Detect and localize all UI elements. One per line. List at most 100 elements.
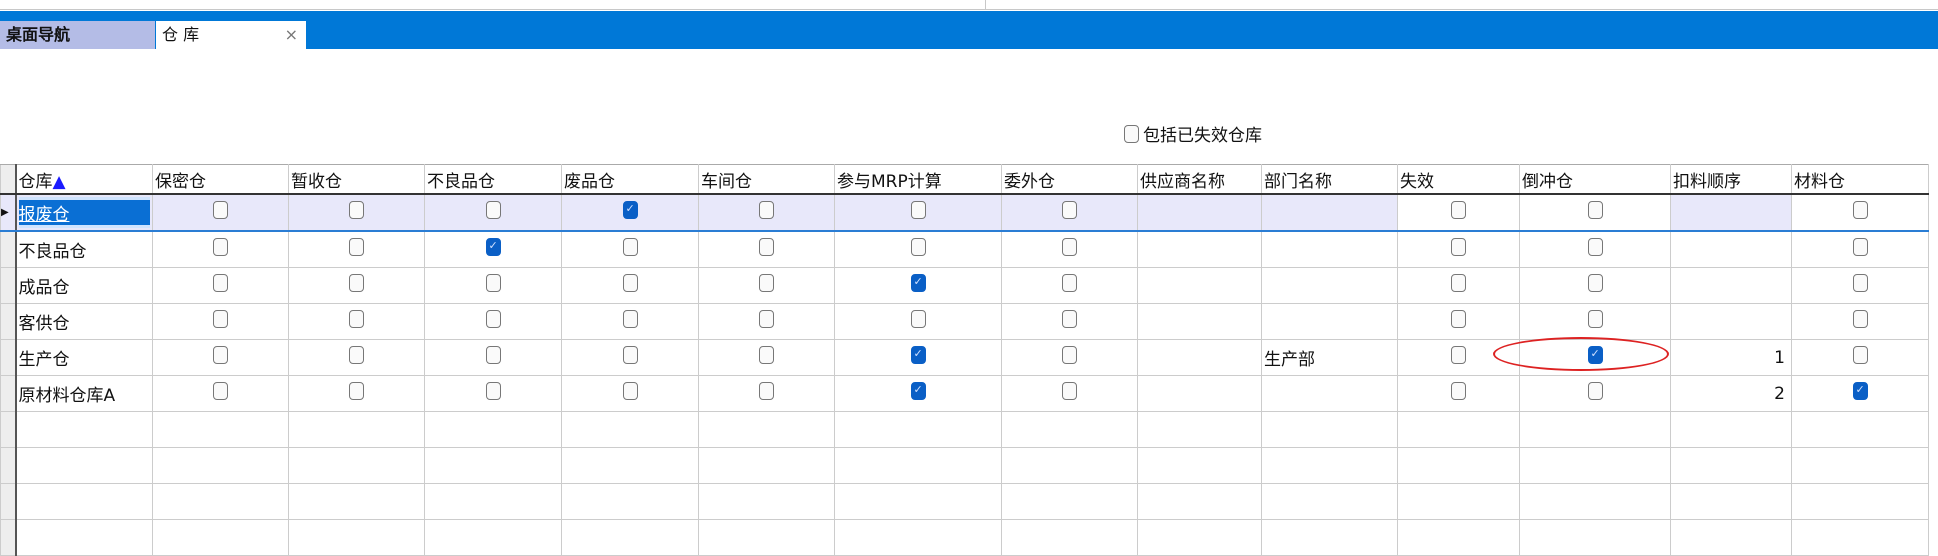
empty-cell[interactable] — [1670, 483, 1792, 520]
checkbox-cell[interactable] — [1519, 230, 1671, 268]
checkbox-cell[interactable] — [152, 193, 289, 232]
deduct-order-cell[interactable] — [1670, 267, 1792, 304]
checkbox[interactable] — [485, 346, 501, 364]
checkbox[interactable] — [759, 238, 774, 256]
checkbox-cell[interactable] — [561, 267, 699, 304]
row-indicator[interactable] — [0, 519, 17, 556]
empty-cell[interactable] — [424, 483, 562, 520]
checkbox-cell[interactable] — [1397, 375, 1520, 412]
checkbox-cell[interactable] — [561, 375, 699, 412]
empty-cell[interactable] — [424, 519, 562, 556]
empty-cell[interactable] — [698, 483, 835, 520]
empty-cell[interactable] — [15, 447, 153, 484]
checkbox-cell[interactable] — [288, 339, 425, 376]
checkbox[interactable] — [349, 201, 364, 219]
checkbox-cell[interactable] — [834, 339, 1002, 376]
checkbox[interactable] — [1062, 382, 1077, 400]
empty-cell[interactable] — [698, 411, 835, 448]
empty-row[interactable] — [0, 411, 1929, 448]
checkbox[interactable] — [1062, 346, 1077, 364]
checkbox[interactable] — [622, 274, 638, 292]
empty-cell[interactable] — [424, 411, 562, 448]
empty-cell[interactable] — [288, 447, 425, 484]
empty-cell[interactable] — [1519, 519, 1671, 556]
checkbox-cell[interactable] — [1397, 303, 1520, 340]
column-header[interactable]: 委外仓 — [1001, 164, 1138, 195]
deduct-order-cell[interactable] — [1670, 193, 1792, 232]
checkbox-cell[interactable] — [152, 339, 289, 376]
row-indicator[interactable] — [0, 483, 17, 520]
checkbox[interactable] — [622, 201, 638, 219]
checkbox-cell[interactable] — [1519, 303, 1671, 340]
table-row[interactable]: 客供仓 — [0, 303, 1929, 340]
checkbox[interactable] — [349, 346, 364, 364]
checkbox[interactable] — [1587, 274, 1603, 292]
checkbox-cell[interactable] — [1397, 339, 1520, 376]
checkbox[interactable] — [910, 274, 926, 292]
checkbox-cell[interactable] — [424, 267, 562, 304]
row-indicator[interactable] — [0, 267, 17, 304]
row-indicator[interactable] — [0, 339, 17, 376]
checkbox-cell[interactable] — [834, 230, 1002, 268]
department-name-cell[interactable]: 生产部 — [1261, 339, 1398, 376]
checkbox-cell[interactable] — [1791, 267, 1929, 304]
empty-cell[interactable] — [561, 447, 699, 484]
checkbox-cell[interactable] — [424, 193, 562, 232]
column-header[interactable]: 保密仓 — [152, 164, 289, 195]
empty-cell[interactable] — [1261, 519, 1398, 556]
empty-row[interactable] — [0, 483, 1929, 520]
checkbox[interactable] — [1062, 201, 1077, 219]
checkbox-cell[interactable] — [152, 267, 289, 304]
checkbox-cell[interactable] — [288, 267, 425, 304]
checkbox[interactable] — [1451, 310, 1466, 328]
empty-cell[interactable] — [288, 519, 425, 556]
empty-cell[interactable] — [1001, 447, 1138, 484]
checkbox-cell[interactable] — [698, 339, 835, 376]
department-name-cell[interactable] — [1261, 230, 1398, 268]
checkbox-cell[interactable] — [288, 303, 425, 340]
column-header[interactable]: 部门名称 — [1261, 164, 1398, 195]
empty-cell[interactable] — [1670, 519, 1792, 556]
checkbox[interactable] — [485, 382, 501, 400]
checkbox[interactable] — [213, 238, 228, 256]
checkbox-cell[interactable] — [1001, 375, 1138, 412]
column-header[interactable]: 仓库▲ — [15, 164, 153, 195]
empty-cell[interactable] — [1670, 411, 1792, 448]
checkbox[interactable] — [1451, 382, 1466, 400]
checkbox[interactable] — [213, 346, 228, 364]
warehouse-name-cell[interactable]: 不良品仓 — [15, 230, 153, 268]
checkbox[interactable] — [759, 201, 774, 219]
empty-cell[interactable] — [152, 483, 289, 520]
empty-cell[interactable] — [561, 411, 699, 448]
checkbox-cell[interactable] — [288, 375, 425, 412]
checkbox[interactable] — [759, 382, 774, 400]
empty-cell[interactable] — [1001, 519, 1138, 556]
warehouse-name-cell[interactable]: 客供仓 — [15, 303, 153, 340]
empty-cell[interactable] — [1519, 483, 1671, 520]
empty-cell[interactable] — [1137, 411, 1262, 448]
row-indicator[interactable] — [0, 375, 17, 412]
checkbox[interactable] — [1587, 382, 1603, 400]
checkbox-cell[interactable] — [698, 375, 835, 412]
checkbox-cell[interactable] — [1519, 193, 1671, 232]
checkbox-cell[interactable] — [152, 375, 289, 412]
column-header[interactable]: 失效 — [1397, 164, 1520, 195]
checkbox-cell[interactable] — [1791, 339, 1929, 376]
checkbox-cell[interactable] — [1519, 267, 1671, 304]
close-icon[interactable]: × — [284, 25, 298, 44]
checkbox[interactable] — [349, 274, 364, 292]
checkbox[interactable] — [485, 201, 501, 219]
checkbox-cell[interactable] — [561, 230, 699, 268]
checkbox-cell[interactable] — [1001, 303, 1138, 340]
empty-cell[interactable] — [15, 411, 153, 448]
supplier-name-cell[interactable] — [1137, 339, 1262, 376]
empty-cell[interactable] — [698, 447, 835, 484]
checkbox[interactable] — [1062, 310, 1077, 328]
empty-cell[interactable] — [698, 519, 835, 556]
checkbox-cell[interactable] — [1519, 375, 1671, 412]
checkbox[interactable] — [622, 382, 638, 400]
empty-cell[interactable] — [1001, 483, 1138, 520]
include-invalid-checkbox[interactable]: 包括已失效仓库 — [1124, 121, 1262, 146]
department-name-cell[interactable] — [1261, 193, 1398, 232]
checkbox-cell[interactable] — [1791, 193, 1929, 232]
